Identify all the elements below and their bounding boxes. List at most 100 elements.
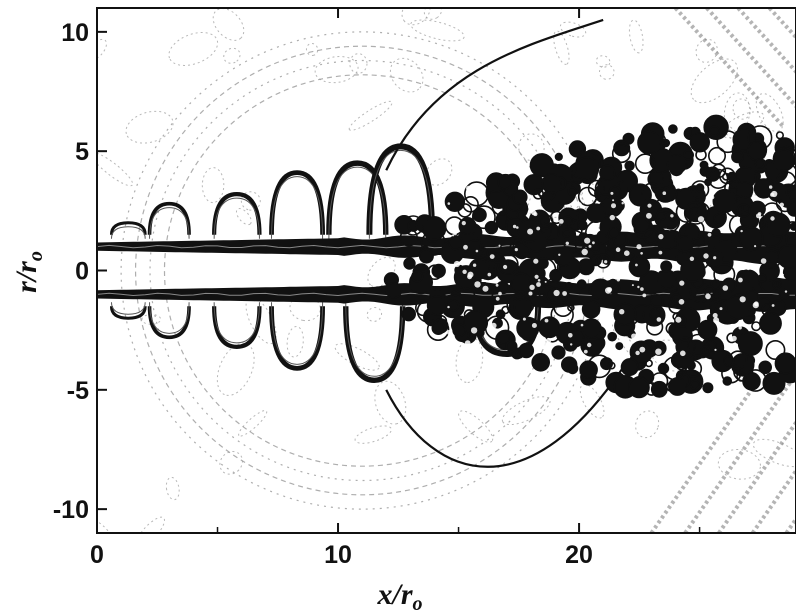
- shear-layer: [97, 276, 796, 312]
- faint-contour-loop: [97, 518, 113, 533]
- turbulent-speckle: [639, 346, 646, 353]
- turbulent-speckle: [531, 210, 537, 216]
- faint-contour-loop: [216, 342, 255, 396]
- vortex-rollup-lower: [269, 306, 326, 371]
- turbulent-eddy: [444, 191, 466, 213]
- vortex-rollup-upper: [326, 160, 389, 235]
- turbulent-speckle: [472, 345, 475, 349]
- turbulent-speckle: [714, 348, 717, 351]
- faint-contour-loop: [690, 58, 738, 104]
- turbulent-eddy: [700, 345, 711, 356]
- turbulent-eddy: [746, 141, 767, 162]
- faint-contour-loop: [423, 8, 443, 20]
- turbulent-speckle: [740, 229, 743, 233]
- turbulent-eddy: [607, 361, 616, 370]
- turbulent-speckle: [641, 329, 644, 332]
- turbulent-eddy: [759, 311, 782, 335]
- acoustic-band-upper: [705, 8, 796, 110]
- turbulent-speckle: [678, 299, 685, 305]
- turbulent-eddy: [765, 339, 786, 360]
- turbulent-speckle: [454, 219, 459, 224]
- acoustic-band-lower: [717, 419, 796, 533]
- turbulent-eddy: [607, 331, 618, 342]
- vortex-rollup-upper: [269, 170, 326, 235]
- turbulent-eddy: [516, 210, 526, 220]
- turbulent-eddy: [422, 216, 447, 241]
- turbulent-speckle: [790, 348, 796, 354]
- acoustic-band-lower: [649, 376, 762, 533]
- turbulent-eddy: [529, 153, 554, 178]
- vortex-rollup-echo: [213, 197, 260, 239]
- turbulent-eddy: [689, 132, 710, 153]
- turbulent-speckle: [636, 244, 642, 250]
- turbulent-speckle: [529, 201, 536, 208]
- turbulent-eddy: [587, 179, 606, 197]
- faint-contour-loop: [289, 294, 321, 322]
- faint-contour-loop: [559, 21, 587, 38]
- faint-contour-loop: [635, 410, 660, 439]
- turbulent-eddy: [713, 213, 726, 226]
- turbulent-speckle: [544, 280, 547, 283]
- vortex-rollup-lower: [147, 306, 191, 340]
- turbulent-eddy: [495, 309, 506, 320]
- vortex-rollup-echo: [110, 302, 146, 315]
- turbulent-eddy: [577, 219, 588, 231]
- turbulent-speckle: [739, 296, 746, 303]
- turbulent-speckle: [647, 203, 652, 208]
- turbulent-speckle: [512, 224, 517, 229]
- turbulent-speckle: [754, 245, 757, 248]
- turbulent-eddy: [745, 289, 760, 304]
- turbulent-speckle: [640, 287, 644, 291]
- turbulent-speckle: [529, 284, 535, 290]
- turbulent-eddy: [765, 212, 791, 238]
- turbulent-speckle: [621, 202, 624, 205]
- turbulent-eddy: [497, 253, 519, 275]
- turbulent-speckle: [447, 305, 450, 309]
- turbulent-speckle: [553, 289, 560, 297]
- turbulent-eddy: [736, 181, 754, 199]
- turbulent-eddy: [683, 149, 694, 161]
- turbulent-speckle: [522, 317, 526, 321]
- turbulent-eddy: [484, 220, 499, 235]
- turbulent-eddy: [778, 288, 790, 300]
- x-tick-label: 20: [565, 541, 593, 569]
- turbulent-speckle: [697, 216, 705, 223]
- turbulent-eddy: [649, 307, 661, 320]
- turbulent-speckle: [624, 250, 630, 256]
- vortex-rollup-echo: [149, 207, 190, 239]
- faint-contour-loop: [135, 516, 165, 533]
- turbulent-eddy: [496, 331, 511, 346]
- turbulent-speckle: [464, 340, 471, 346]
- turbulent-speckle: [745, 265, 751, 271]
- turbulent-speckle: [472, 263, 477, 267]
- turbulent-eddy: [448, 235, 464, 251]
- lower-outer-contour: [385, 360, 629, 468]
- vortex-rollup-upper: [366, 143, 436, 235]
- vortex-rollup-upper: [147, 201, 191, 235]
- vortex-rollup-upper: [212, 192, 262, 235]
- turbulent-eddy: [772, 149, 796, 172]
- turbulent-speckle: [487, 272, 492, 277]
- turbulent-eddy: [511, 272, 531, 293]
- turbulent-eddy: [551, 345, 566, 360]
- turbulent-speckle: [738, 277, 743, 283]
- turbulent-eddy: [660, 260, 673, 273]
- faint-contour-loop: [458, 410, 494, 443]
- turbulent-speckle: [462, 269, 467, 274]
- turbulent-eddy: [553, 297, 573, 318]
- turbulent-speckle: [604, 260, 608, 264]
- turbulent-eddy: [680, 257, 706, 283]
- turbulent-eddy: [697, 319, 718, 340]
- turbulent-eddy: [426, 295, 448, 316]
- turbulent-speckle: [577, 202, 582, 207]
- turbulent-eddy: [676, 235, 694, 253]
- y-tick-label: 5: [75, 138, 89, 166]
- turbulent-speckle: [682, 217, 686, 221]
- upper-outer-contour: [385, 18, 604, 171]
- turbulent-eddy: [683, 218, 705, 241]
- faint-contour-loop: [97, 152, 134, 187]
- turbulent-eddy: [668, 377, 687, 396]
- x-tick-label: 0: [90, 541, 104, 569]
- turbulent-eddy: [634, 153, 656, 174]
- turbulent-eddy: [772, 279, 782, 290]
